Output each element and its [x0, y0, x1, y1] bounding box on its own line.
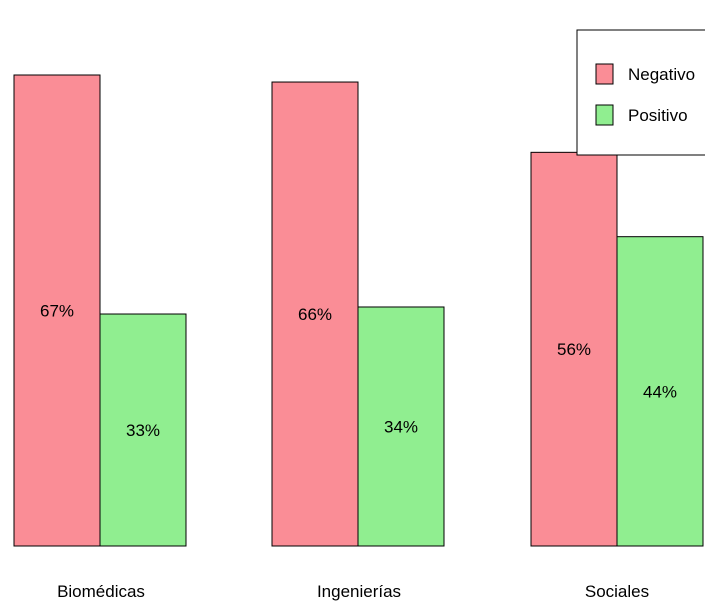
category-label-0: Biomédicas [57, 582, 145, 601]
bar-positivo-1 [357, 306, 445, 547]
legend-label-negativo: Negativo [628, 65, 695, 84]
category-label-2: Sociales [585, 582, 649, 601]
bar-negativo-1 [271, 81, 359, 547]
legend-items: Negativo Positivo [595, 63, 695, 126]
bar-positivo-0 [99, 313, 187, 547]
bar-labels-layer: 67% 33% 66% 34% 56% 44% [40, 302, 677, 441]
bar-label-negativo-2: 56% [557, 340, 591, 359]
bar-label-positivo-1: 34% [384, 417, 418, 436]
legend-swatch-negativo [595, 63, 614, 85]
legend-label-positivo: Positivo [628, 106, 688, 125]
legend-swatch-positivo [595, 104, 614, 126]
category-labels-layer: Biomédicas Ingenierías Sociales [57, 582, 649, 601]
bar-label-positivo-0: 33% [126, 421, 160, 440]
bar-label-negativo-0: 67% [40, 302, 74, 321]
bars-layer [13, 74, 704, 547]
bar-negativo-2 [530, 151, 618, 547]
category-label-1: Ingenierías [317, 582, 401, 601]
legend: Negativo Positivo [576, 29, 705, 156]
bar-label-negativo-1: 66% [298, 305, 332, 324]
legend-box [576, 29, 705, 156]
bar-negativo-0 [13, 74, 101, 547]
bar-label-positivo-2: 44% [643, 382, 677, 401]
bar-positivo-2 [616, 236, 704, 547]
